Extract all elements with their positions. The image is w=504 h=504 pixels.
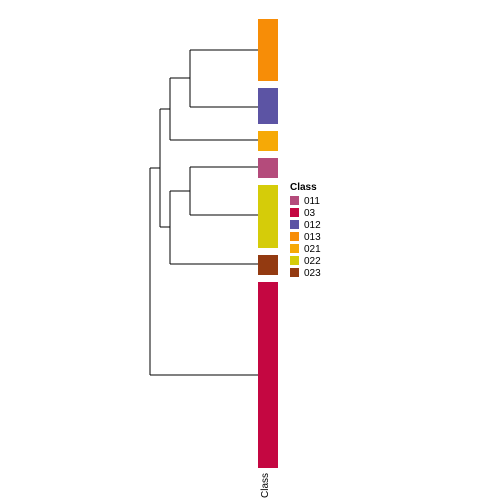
legend-label: 022 (304, 256, 321, 267)
class-segment (258, 249, 278, 255)
class-segment (258, 82, 278, 88)
legend-label: 013 (304, 232, 321, 243)
chart-background (0, 0, 504, 504)
axis-label-class: Class (260, 473, 271, 498)
legend-swatch (290, 232, 299, 241)
class-segment (258, 179, 278, 185)
class-segment (258, 131, 278, 151)
legend-swatch (290, 256, 299, 265)
class-segment (258, 255, 278, 275)
class-segment (258, 185, 278, 248)
legend-swatch (290, 208, 299, 217)
class-segment (258, 125, 278, 131)
class-segment (258, 158, 278, 178)
legend-title: Class (290, 182, 317, 193)
legend-swatch (290, 220, 299, 229)
legend-label: 011 (304, 196, 320, 207)
class-segment (258, 19, 278, 81)
class-segment (258, 88, 278, 124)
legend-swatch (290, 196, 299, 205)
legend-swatch (290, 268, 299, 277)
legend-label: 03 (304, 208, 316, 219)
legend-swatch (290, 244, 299, 253)
class-segment (258, 152, 278, 158)
dendrogram-heatmap-chart: Class Class 01103012013021022023 (0, 0, 504, 504)
legend-label: 012 (304, 220, 321, 231)
class-segment (258, 282, 278, 468)
class-color-bar (258, 19, 278, 468)
legend-label: 021 (304, 244, 321, 255)
legend-label: 023 (304, 268, 321, 279)
class-segment (258, 276, 278, 282)
